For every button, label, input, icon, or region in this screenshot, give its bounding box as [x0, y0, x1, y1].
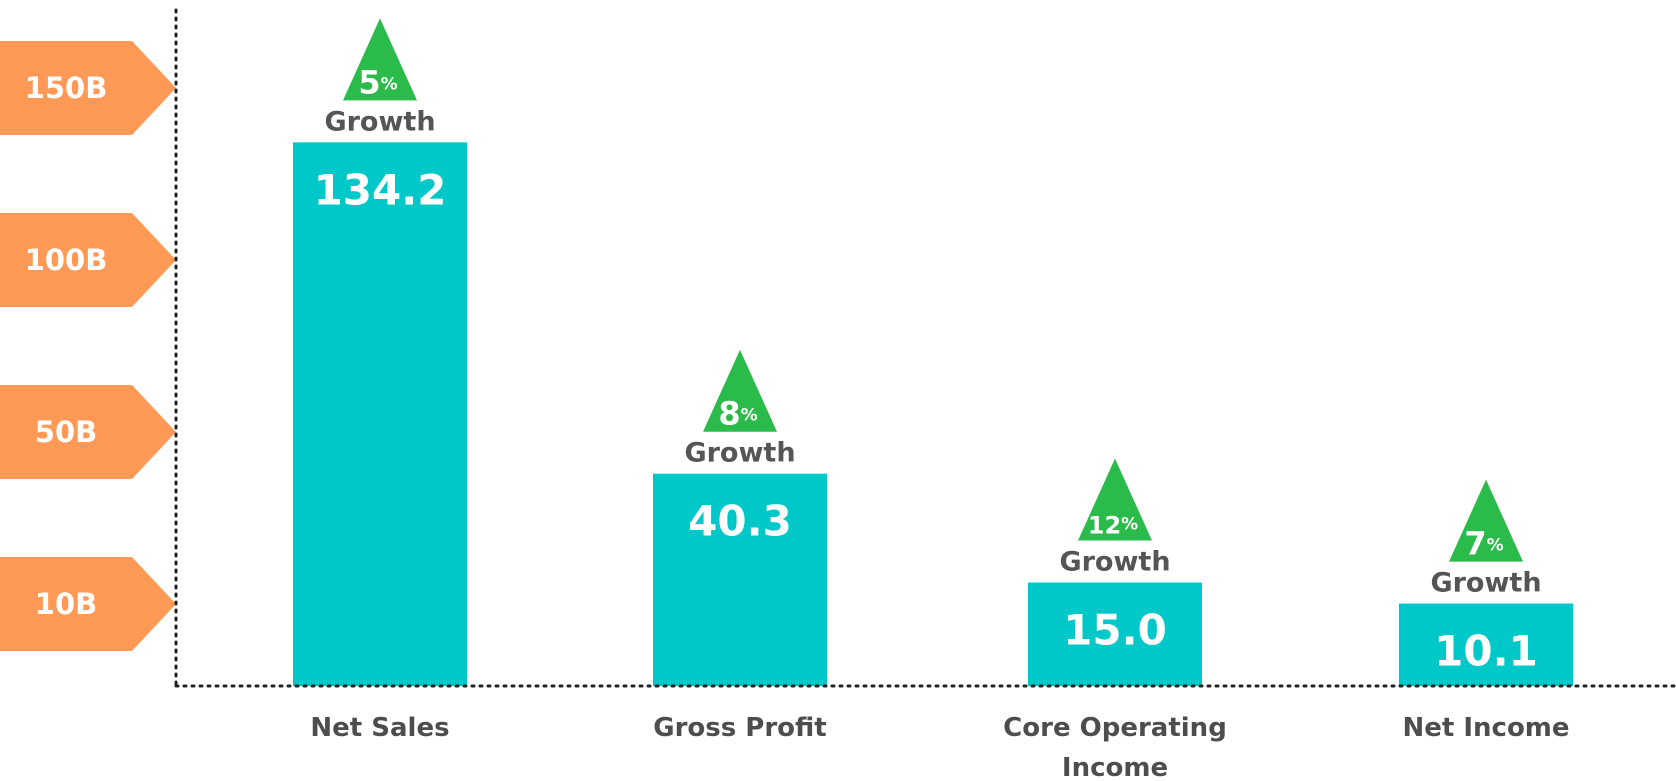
bar	[1028, 582, 1202, 686]
bar-value-label: 40.3	[688, 497, 792, 546]
bar-value-label: 134.2	[314, 165, 447, 214]
y-tick-marker	[0, 213, 176, 307]
bar-value-label: 15.0	[1063, 606, 1167, 655]
growth-unit: %	[741, 406, 758, 426]
growth-up-triangle-icon	[343, 18, 417, 101]
y-tick-150B: 150B	[0, 41, 176, 135]
growth-unit: %	[1121, 515, 1138, 535]
bar	[293, 142, 467, 687]
growth-up-triangle-icon	[1449, 479, 1523, 562]
growth-percent: 7%	[1464, 525, 1503, 563]
growth-percent: 12%	[1088, 512, 1138, 540]
x-category-label: Core Operating Income	[1003, 713, 1227, 781]
growth-value: 5	[358, 63, 380, 101]
growth-label: Growth	[1430, 568, 1541, 599]
growth-percent: 8%	[718, 395, 757, 433]
growth-unit: %	[1487, 536, 1504, 556]
growth-up-triangle-icon	[703, 349, 777, 432]
growth-label: Growth	[684, 438, 795, 469]
growth-label: Growth	[1059, 547, 1170, 578]
category-labels: Net Sales Gross Profit Core Operating Incom…	[310, 713, 1569, 781]
growth-value: 12	[1088, 512, 1121, 540]
x-category-label: Gross Profit	[653, 713, 826, 743]
axes	[174, 8, 1676, 688]
y-tick-50B: 50B	[0, 385, 176, 479]
y-tick-label: 50B	[35, 415, 97, 449]
y-tick-marker	[0, 385, 176, 479]
bar-group-3: 10.1 Growth 7%	[1399, 479, 1573, 686]
growth-label: Growth	[324, 106, 435, 137]
y-tick-marker	[0, 557, 176, 651]
growth-unit: %	[381, 74, 398, 94]
y-tick-label: 100B	[25, 243, 108, 277]
bar-group-1: 40.3 Growth 8%	[653, 349, 827, 686]
bar-value-label: 10.1	[1434, 627, 1538, 676]
y-tick-10B: 10B	[0, 557, 176, 651]
y-axis-ticks: 150B 100B 50B 10B	[0, 41, 176, 651]
bar-group-0: 134.2 Growth 5%	[293, 18, 467, 687]
bar	[653, 473, 827, 686]
y-tick-label: 150B	[25, 71, 108, 105]
growth-value: 7	[1464, 525, 1486, 563]
bars: 134.2Growth5%40.3Growth8%15.0Growth12%10…	[293, 18, 1573, 687]
bar-group-2: 15.0 Growth 12%	[1028, 458, 1202, 686]
y-tick-100B: 100B	[0, 213, 176, 307]
x-category-label: Net Sales	[310, 713, 449, 743]
growth-value: 8	[718, 395, 740, 433]
y-tick-label: 10B	[35, 587, 97, 621]
x-category-label: Net Income	[1402, 713, 1569, 743]
growth-percent: 5%	[358, 63, 397, 101]
y-tick-marker	[0, 41, 176, 135]
bar	[1399, 603, 1573, 686]
growth-up-triangle-icon	[1078, 458, 1152, 541]
